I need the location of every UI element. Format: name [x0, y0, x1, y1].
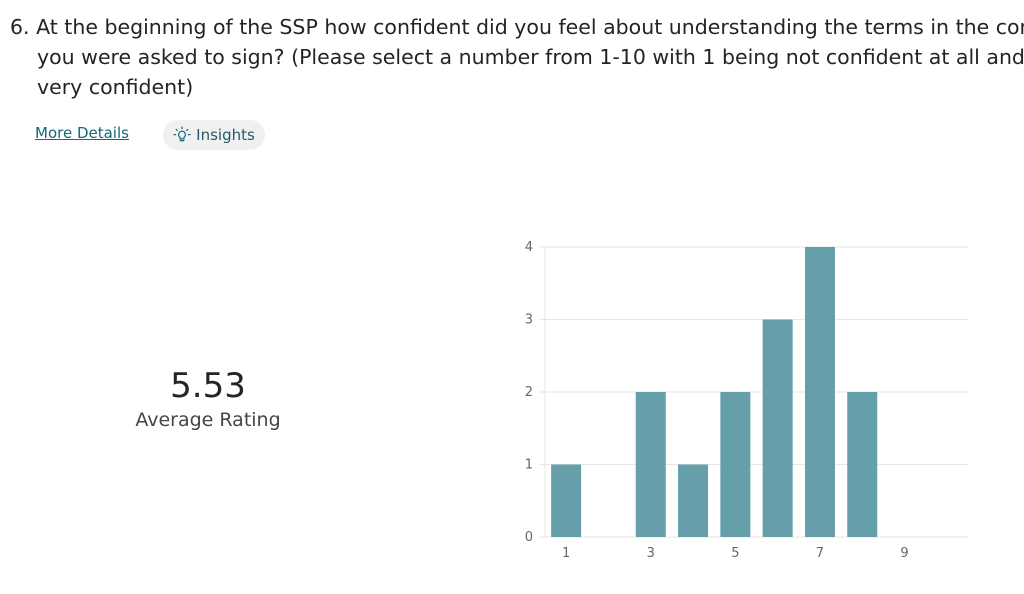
average-rating: 5.53 Average Rating — [108, 365, 308, 433]
bar-rating-4[interactable] — [678, 464, 709, 538]
bar-rating-6[interactable] — [762, 319, 793, 538]
question-text: 6. At the beginning of the SSP how confi… — [10, 12, 1024, 102]
x-tick-label-5: 5 — [731, 546, 739, 561]
chart-tick-labels: 0 1 2 3 4 1 3 5 7 9 — [525, 240, 909, 561]
question-line-2: you were asked to sign? (Please select a… — [37, 45, 1024, 69]
rating-distribution-chart: 0 1 2 3 4 1 3 5 7 9 — [525, 240, 968, 561]
y-tick-label-1: 1 — [525, 458, 533, 473]
x-tick-label-1: 1 — [562, 546, 570, 561]
bar-rating-1[interactable] — [551, 464, 582, 538]
y-tick-label-4: 4 — [525, 240, 533, 255]
x-tick-label-7: 7 — [816, 546, 824, 561]
x-tick-label-3: 3 — [647, 546, 655, 561]
y-tick-label-0: 0 — [525, 530, 533, 545]
insights-label: Insights — [196, 126, 255, 144]
average-rating-label: Average Rating — [135, 409, 281, 431]
bar-rating-7[interactable] — [804, 247, 835, 537]
question-line-1: 6. At the beginning of the SSP how confi… — [10, 15, 1024, 39]
bar-rating-5[interactable] — [720, 392, 751, 537]
average-rating-value: 5.53 — [170, 366, 246, 406]
chart-bars — [551, 247, 878, 538]
bar-rating-8[interactable] — [847, 392, 878, 537]
insights-button[interactable]: Insights — [163, 120, 265, 150]
y-tick-label-2: 2 — [525, 385, 533, 400]
more-details-link[interactable]: More Details — [35, 124, 129, 142]
bar-rating-3[interactable] — [635, 392, 666, 537]
lightbulb-icon — [173, 126, 191, 144]
question-line-3: very confident) — [37, 75, 194, 99]
x-tick-label-9: 9 — [900, 546, 908, 561]
chart-grid — [539, 246, 968, 538]
y-tick-label-3: 3 — [525, 313, 533, 328]
